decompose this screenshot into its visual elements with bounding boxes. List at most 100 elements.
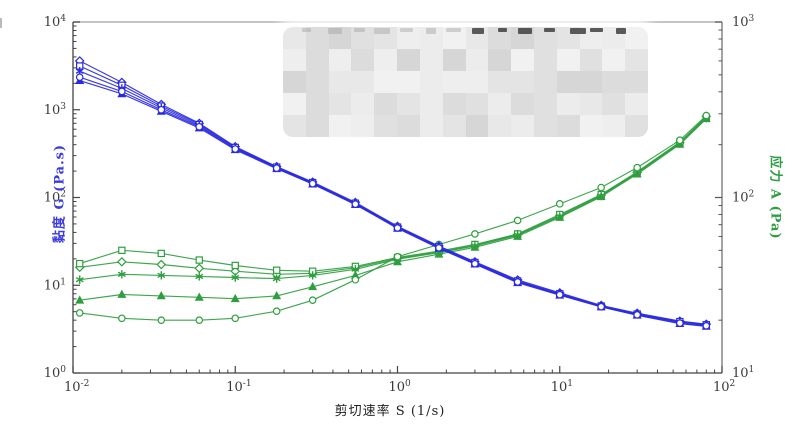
redaction-cell [579, 93, 603, 115]
redacted-text-fragment [302, 28, 311, 32]
redaction-cell [351, 27, 375, 49]
redacted-text-fragment [544, 28, 555, 32]
redacted-text-fragment [518, 28, 532, 34]
redaction-cell [511, 71, 534, 93]
redacted-text-fragment [400, 28, 413, 32]
redacted-text-fragment [374, 28, 390, 34]
redaction-cell [305, 115, 329, 137]
redaction-cell [488, 49, 512, 71]
redaction-cell [328, 93, 352, 115]
redaction-cell [625, 115, 648, 137]
redaction-cell [305, 27, 329, 49]
series-sample-triangle-stress [75, 113, 711, 304]
redaction-cell [465, 115, 489, 137]
svg-text:104: 104 [44, 14, 67, 30]
redaction-cell [625, 27, 648, 49]
svg-text:101: 101 [551, 379, 573, 395]
redacted-text-fragment [354, 28, 365, 32]
redaction-cell [442, 93, 466, 115]
redaction-cell [556, 49, 580, 71]
redaction-cell [488, 71, 512, 93]
redaction-cell [442, 49, 466, 71]
svg-text:101: 101 [732, 365, 754, 381]
redaction-cell [442, 71, 466, 93]
redaction-cell [533, 27, 557, 49]
redaction-cell [283, 115, 306, 137]
redaction-cell [419, 115, 443, 137]
redaction-cell [533, 71, 557, 93]
redaction-cell [602, 49, 626, 71]
svg-text:101: 101 [44, 277, 66, 293]
redacted-text-fragment [590, 28, 603, 32]
svg-text:103: 103 [732, 14, 755, 30]
redacted-text-fragment [616, 28, 626, 34]
right-axis-ticks: 101 102 103 [715, 14, 755, 381]
redacted-text-fragment [570, 28, 586, 34]
redaction-cell [419, 71, 443, 93]
redaction-cell [374, 93, 398, 115]
left-axis-ticks: 100 101 102 103 104 [44, 14, 80, 381]
redaction-cell [397, 49, 420, 71]
svg-text:100: 100 [389, 379, 412, 395]
redaction-cell [602, 93, 626, 115]
redaction-cell [305, 49, 329, 71]
x-axis-title: 剪切速率 S (1/s) [334, 404, 446, 419]
svg-text:103: 103 [44, 102, 67, 118]
redaction-cell [374, 49, 398, 71]
svg-text:102: 102 [732, 190, 754, 206]
redaction-cell [397, 71, 420, 93]
redaction-cell [465, 93, 489, 115]
left-axis-title: 黏度 G (Pa.s) [52, 143, 68, 244]
redaction-cell [374, 71, 398, 93]
redaction-cell [625, 93, 648, 115]
redaction-cell [465, 49, 489, 71]
redaction-cell [556, 71, 580, 93]
redaction-cell [328, 27, 352, 49]
redaction-cell [625, 49, 648, 71]
redaction-cell [602, 115, 626, 137]
redaction-cell [305, 71, 329, 93]
redaction-cell [488, 93, 512, 115]
redaction-cell [442, 115, 466, 137]
svg-text:102: 102 [713, 379, 735, 395]
redaction-cell [351, 71, 375, 93]
redaction-cell [351, 49, 375, 71]
redaction-cell [511, 49, 534, 71]
redaction-cell [556, 115, 580, 137]
redaction-cell [328, 71, 352, 93]
redaction-cell [533, 49, 557, 71]
redaction-cell [397, 115, 420, 137]
redaction-cell [419, 93, 443, 115]
series-sample-diamond-stress [74, 111, 712, 280]
redaction-cell [579, 115, 603, 137]
redacted-text-fragment [328, 28, 342, 34]
redaction-cell [419, 49, 443, 71]
svg-text:102: 102 [44, 190, 66, 206]
redaction-cell [283, 71, 306, 93]
scan-edge-artifact [0, 18, 2, 28]
x-axis-ticks: 10-2 10-1 100 101 102 [64, 366, 735, 395]
redaction-cell [305, 93, 329, 115]
redaction-cell [579, 71, 603, 93]
redacted-text-fragment [446, 28, 461, 32]
redaction-cell [488, 115, 512, 137]
redaction-cell [328, 115, 352, 137]
svg-text:10-1: 10-1 [226, 379, 251, 395]
redaction-cell [602, 71, 626, 93]
series-sample-square-stress [76, 114, 710, 275]
series-sample-circle-viscosity [75, 73, 711, 330]
redaction-cell [283, 27, 306, 49]
redaction-cell [374, 27, 398, 49]
redaction-cell [625, 71, 648, 93]
redaction-cell [488, 27, 512, 49]
redaction-cell [511, 93, 534, 115]
redaction-cell [328, 49, 352, 71]
series-sample-circle-stress [75, 111, 711, 324]
redaction-cell [283, 93, 306, 115]
redaction-cell [442, 27, 466, 49]
redaction-cell [397, 27, 420, 49]
redaction-mosaic [283, 27, 648, 137]
redaction-cell [374, 115, 398, 137]
